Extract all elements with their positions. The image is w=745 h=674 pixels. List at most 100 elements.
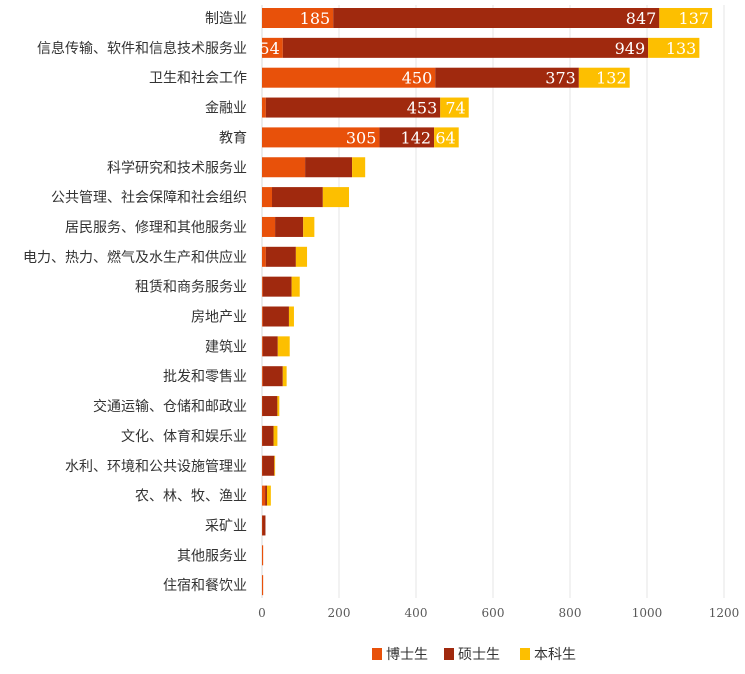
category-label: 信息传输、软件和信息技术服务业 [37,40,247,57]
bar-segment [262,336,278,357]
data-label: 132 [596,69,627,88]
bar-segment [291,276,300,297]
data-label: 54 [259,39,279,58]
bar-segment [352,157,366,178]
category-label: 电力、热力、燃气及水生产和供应业 [23,249,247,266]
data-label: 373 [545,69,576,88]
bar-segment [648,37,700,58]
data-label: 450 [402,69,433,88]
bar-segment [272,187,323,208]
category-label: 卫生和社会工作 [149,71,247,87]
bar-segment [305,157,353,178]
bar-segment [262,575,264,596]
x-tick-label: 0 [258,606,266,620]
bar-segment [262,157,306,178]
x-tick-label: 800 [559,606,582,620]
bar-segment [262,276,263,297]
data-label: 847 [626,9,657,28]
legend-label: 博士生 [386,646,428,663]
bar-segment [262,366,263,387]
bar-segment [274,455,276,476]
legend-swatch [372,648,382,660]
bar-segment [277,336,290,357]
bar-segment [262,216,276,237]
legend-swatch [520,648,530,660]
data-label: 305 [346,128,377,147]
bar-segment [262,8,334,28]
x-tick-label: 400 [405,606,428,620]
x-tick-label: 1200 [709,606,740,620]
legend-label: 本科生 [534,647,576,663]
data-label: 10 [242,99,262,118]
bar-segment [303,216,315,237]
category-label: 制造业 [205,11,247,27]
x-tick-label: 600 [482,606,505,620]
bar-segment [262,336,263,357]
bar-segment [288,306,294,327]
data-label: 137 [679,9,710,28]
bar-segment [262,306,289,327]
bar-segment [282,37,649,58]
data-label: 64 [435,128,455,147]
category-label: 农、林、牧、渔业 [135,489,247,505]
bar-segment [379,127,435,148]
bar-segment [262,455,275,476]
bar-segment [295,246,308,267]
category-label: 教育 [219,130,247,146]
bar-segment [262,425,274,446]
bar-segment [435,67,579,88]
bar-segment [262,246,266,267]
bar-segment [262,396,278,417]
category-label: 批发和零售业 [163,369,247,385]
bar-segment [277,396,280,417]
bar-segment [262,67,436,88]
category-label: 交通运输、仓储和邮政业 [93,398,247,415]
bar-segment [322,187,350,208]
category-label: 水利、环境和公共设施管理业 [65,459,247,475]
bar-segment [262,306,263,327]
bar-segment [440,97,469,118]
bar-segment [578,67,630,88]
bar-segment [262,485,266,506]
bar-segment [262,187,273,208]
bar-segment [262,545,264,566]
bar-segment [659,8,713,28]
bar-segment [282,366,287,387]
category-label: 采矿业 [205,518,247,534]
bar-segment [262,97,266,118]
bar-segment [265,97,441,118]
bar-segment [262,37,283,58]
bar-segment [333,8,660,28]
x-tick-label: 1000 [632,606,663,620]
bar-segment [265,485,268,506]
category-label: 房地产业 [191,310,247,326]
bar-segment [273,425,278,446]
bar-segment [267,485,271,506]
data-label: 453 [407,99,438,118]
category-label: 科学研究和技术服务业 [107,160,247,176]
category-label: 居民服务、修理和其他服务业 [65,220,247,236]
bar-segment [262,127,380,148]
bar-segment [262,276,292,297]
data-label: 949 [615,39,646,58]
category-label: 公共管理、社会保障和社会组织 [51,190,247,206]
bar-segment [262,366,283,387]
data-label: 133 [666,39,697,58]
category-label: 文化、体育和娱乐业 [121,429,247,445]
data-label: 74 [445,99,465,118]
category-label: 住宿和餐饮业 [163,577,247,594]
category-label: 租赁和商务服务业 [135,280,247,296]
data-label: 185 [300,9,331,28]
x-tick-label: 200 [328,606,351,620]
bar-segment [434,127,459,148]
bar-segment [275,216,304,237]
bar-segment [262,515,266,536]
category-label: 金融业 [205,101,247,117]
bar-segment [265,246,296,267]
data-label: 142 [401,128,432,147]
legend-swatch [444,648,454,660]
category-label: 其他服务业 [177,548,247,564]
category-label: 建筑业 [205,339,247,355]
legend-label: 硕士生 [458,647,500,663]
